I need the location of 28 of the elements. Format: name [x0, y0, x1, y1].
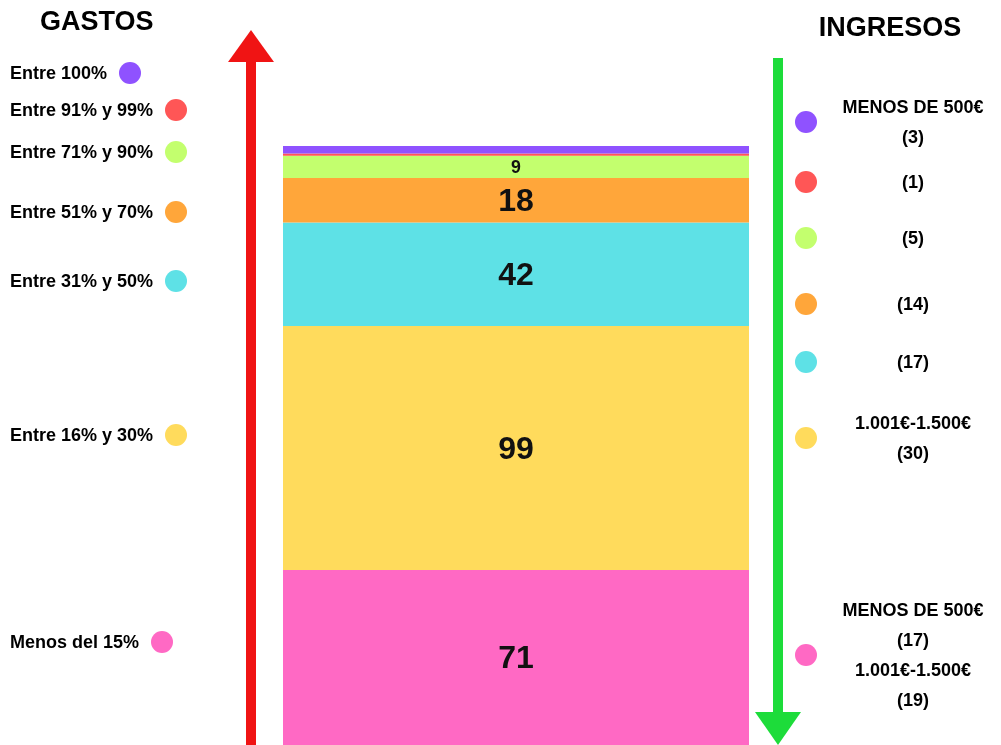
legend-title: GASTOS	[40, 6, 154, 37]
legend-label: Entre 71% y 90%	[10, 141, 154, 163]
bar	[283, 146, 749, 154]
bar	[283, 153, 749, 156]
bar	[283, 569, 749, 745]
legend-label: Menos del 15%	[10, 631, 140, 653]
text: MENOS DE 500€ (17) 1.001€-1.500€ (19)	[841, 599, 985, 712]
data-label: 9	[511, 156, 522, 177]
data-label: 99	[498, 429, 534, 466]
text: INGRESOS	[817, 12, 963, 43]
text: 1.001€-1.500€ (30)	[853, 412, 973, 465]
legend-label: Entre 100%	[10, 62, 108, 84]
data-label: 71	[498, 639, 534, 676]
text: MENOS DE 500€ (3)	[841, 96, 985, 149]
bar	[283, 222, 749, 326]
text: (17)	[896, 351, 930, 374]
legend-label: Entre 16% y 30%	[10, 424, 154, 446]
bar	[283, 325, 749, 570]
legend-label: Entre 31% y 50%	[10, 270, 154, 292]
text: (14)	[896, 293, 930, 316]
bar	[283, 155, 749, 179]
text: (1)	[901, 171, 925, 194]
legend-label: Entre 91% y 99%	[10, 99, 154, 121]
legend-label: Entre 51% y 70%	[10, 201, 154, 223]
text: (5)	[901, 227, 925, 250]
data-label: 42	[498, 256, 534, 293]
data-label: 18	[498, 182, 534, 219]
bar	[283, 178, 749, 223]
